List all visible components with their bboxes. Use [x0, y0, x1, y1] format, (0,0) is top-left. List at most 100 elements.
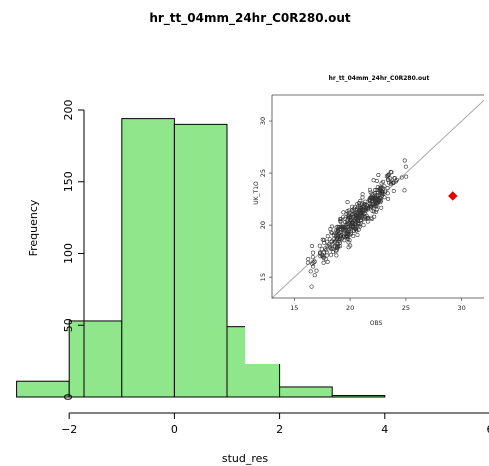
- scatter-point: [314, 268, 319, 273]
- scatter-point: [378, 190, 383, 195]
- scatter-point: [355, 217, 360, 222]
- scatter-point: [335, 242, 340, 247]
- y-tick-label: 200: [62, 100, 75, 121]
- scatter-point: [394, 179, 399, 184]
- scatter-point: [310, 255, 315, 260]
- scatter-point: [365, 219, 370, 224]
- scatter-point: [368, 205, 373, 210]
- scatter-point: [404, 174, 409, 179]
- scatter-point: [329, 252, 334, 257]
- scatter-point: [311, 264, 316, 269]
- scatter-point: [321, 254, 326, 259]
- x-tick-label: 6: [487, 423, 489, 436]
- scatter-point: [323, 257, 328, 262]
- scatter-point: [308, 269, 313, 274]
- scatter-point: [376, 187, 381, 192]
- scatter-point: [381, 186, 386, 191]
- scatter-point: [379, 181, 384, 186]
- x-tick-label: −2: [61, 423, 77, 436]
- scatter-point: [353, 226, 358, 231]
- scatter-point: [356, 220, 361, 225]
- scatter-point: [369, 215, 374, 220]
- y-tick-label: 50: [62, 318, 75, 332]
- scatter-point: [336, 228, 341, 233]
- scatter-point: [318, 254, 323, 259]
- scatter-point: [355, 232, 360, 237]
- scatter-point: [329, 246, 334, 251]
- scatter-point: [379, 205, 384, 210]
- scatter-point: [338, 228, 343, 233]
- scatter-point: [388, 170, 393, 175]
- scatter-point: [388, 176, 393, 181]
- inset-y-axis: 15 20 25 30: [259, 117, 272, 281]
- scatter-point: [351, 234, 356, 239]
- x-axis-label: stud_res: [222, 452, 269, 465]
- scatter-point: [350, 211, 355, 216]
- scatter-point: [334, 225, 339, 230]
- scatter-point: [340, 224, 345, 229]
- y-tick-label: 0: [62, 394, 75, 401]
- scatter-point: [360, 195, 365, 200]
- scatter-point: [345, 236, 350, 241]
- chart-title: hr_tt_04mm_24hr_C0R280.out: [149, 11, 351, 26]
- outlier-point: [448, 191, 458, 201]
- scatter-point: [345, 234, 350, 239]
- scatter-point: [367, 197, 372, 202]
- histogram-bar: [121, 118, 175, 398]
- inset-y-axis-label: UK_T1O: [253, 181, 260, 205]
- scatter-point: [370, 209, 375, 214]
- scatter-point: [324, 250, 329, 255]
- scatter-point: [326, 242, 331, 247]
- scatter-point: [402, 188, 407, 193]
- scatter-point: [323, 246, 328, 251]
- scatter-point: [320, 253, 325, 258]
- scatter-point: [402, 158, 407, 163]
- scatter-point: [336, 244, 341, 249]
- scatter-point: [361, 223, 366, 228]
- scatter-point: [345, 209, 350, 214]
- scatter-point: [345, 217, 350, 222]
- scatter-point: [349, 204, 354, 209]
- scatter-point: [354, 206, 359, 211]
- scatter-point: [341, 215, 346, 220]
- inset-title: hr_tt_04mm_24hr_C0R280.out: [329, 75, 430, 82]
- scatter-point: [311, 250, 316, 255]
- histogram-bars: [16, 118, 386, 398]
- inset-y-tick-label: 30: [259, 117, 267, 125]
- scatter-point: [348, 222, 353, 227]
- scatter-point: [389, 180, 394, 185]
- scatter-point: [362, 214, 367, 219]
- inset-axes-frame: [271, 95, 484, 299]
- scatter-point: [325, 234, 330, 239]
- x-tick-label: 0: [171, 423, 178, 436]
- scatter-point: [373, 200, 378, 205]
- scatter-point: [345, 219, 350, 224]
- scatter-point: [310, 243, 315, 248]
- scatter-point: [374, 207, 379, 212]
- scatter-point: [334, 247, 339, 252]
- scatter-point: [345, 200, 350, 205]
- scatter-point: [358, 224, 363, 229]
- scatter-point: [325, 239, 330, 244]
- scatter-point: [346, 211, 351, 216]
- scatter-point: [312, 259, 317, 264]
- scatter-point: [367, 187, 372, 192]
- x-axis: −20246810: [61, 412, 489, 436]
- scatter-point: [370, 195, 375, 200]
- scatter-point: [317, 243, 322, 248]
- scatter-point: [344, 211, 349, 216]
- scatter-point: [364, 202, 369, 207]
- scatter-point: [335, 235, 340, 240]
- histogram-bar: [279, 386, 333, 398]
- x-tick-label: 4: [381, 423, 388, 436]
- scatter-point: [355, 219, 360, 224]
- scatter-point: [332, 239, 337, 244]
- x-tick-label: 2: [276, 423, 283, 436]
- scatter-point: [375, 185, 380, 190]
- scatter-point: [391, 189, 396, 194]
- scatter-point: [343, 220, 348, 225]
- inset-x-tick-label: 30: [458, 304, 466, 312]
- scatter-point: [328, 227, 333, 232]
